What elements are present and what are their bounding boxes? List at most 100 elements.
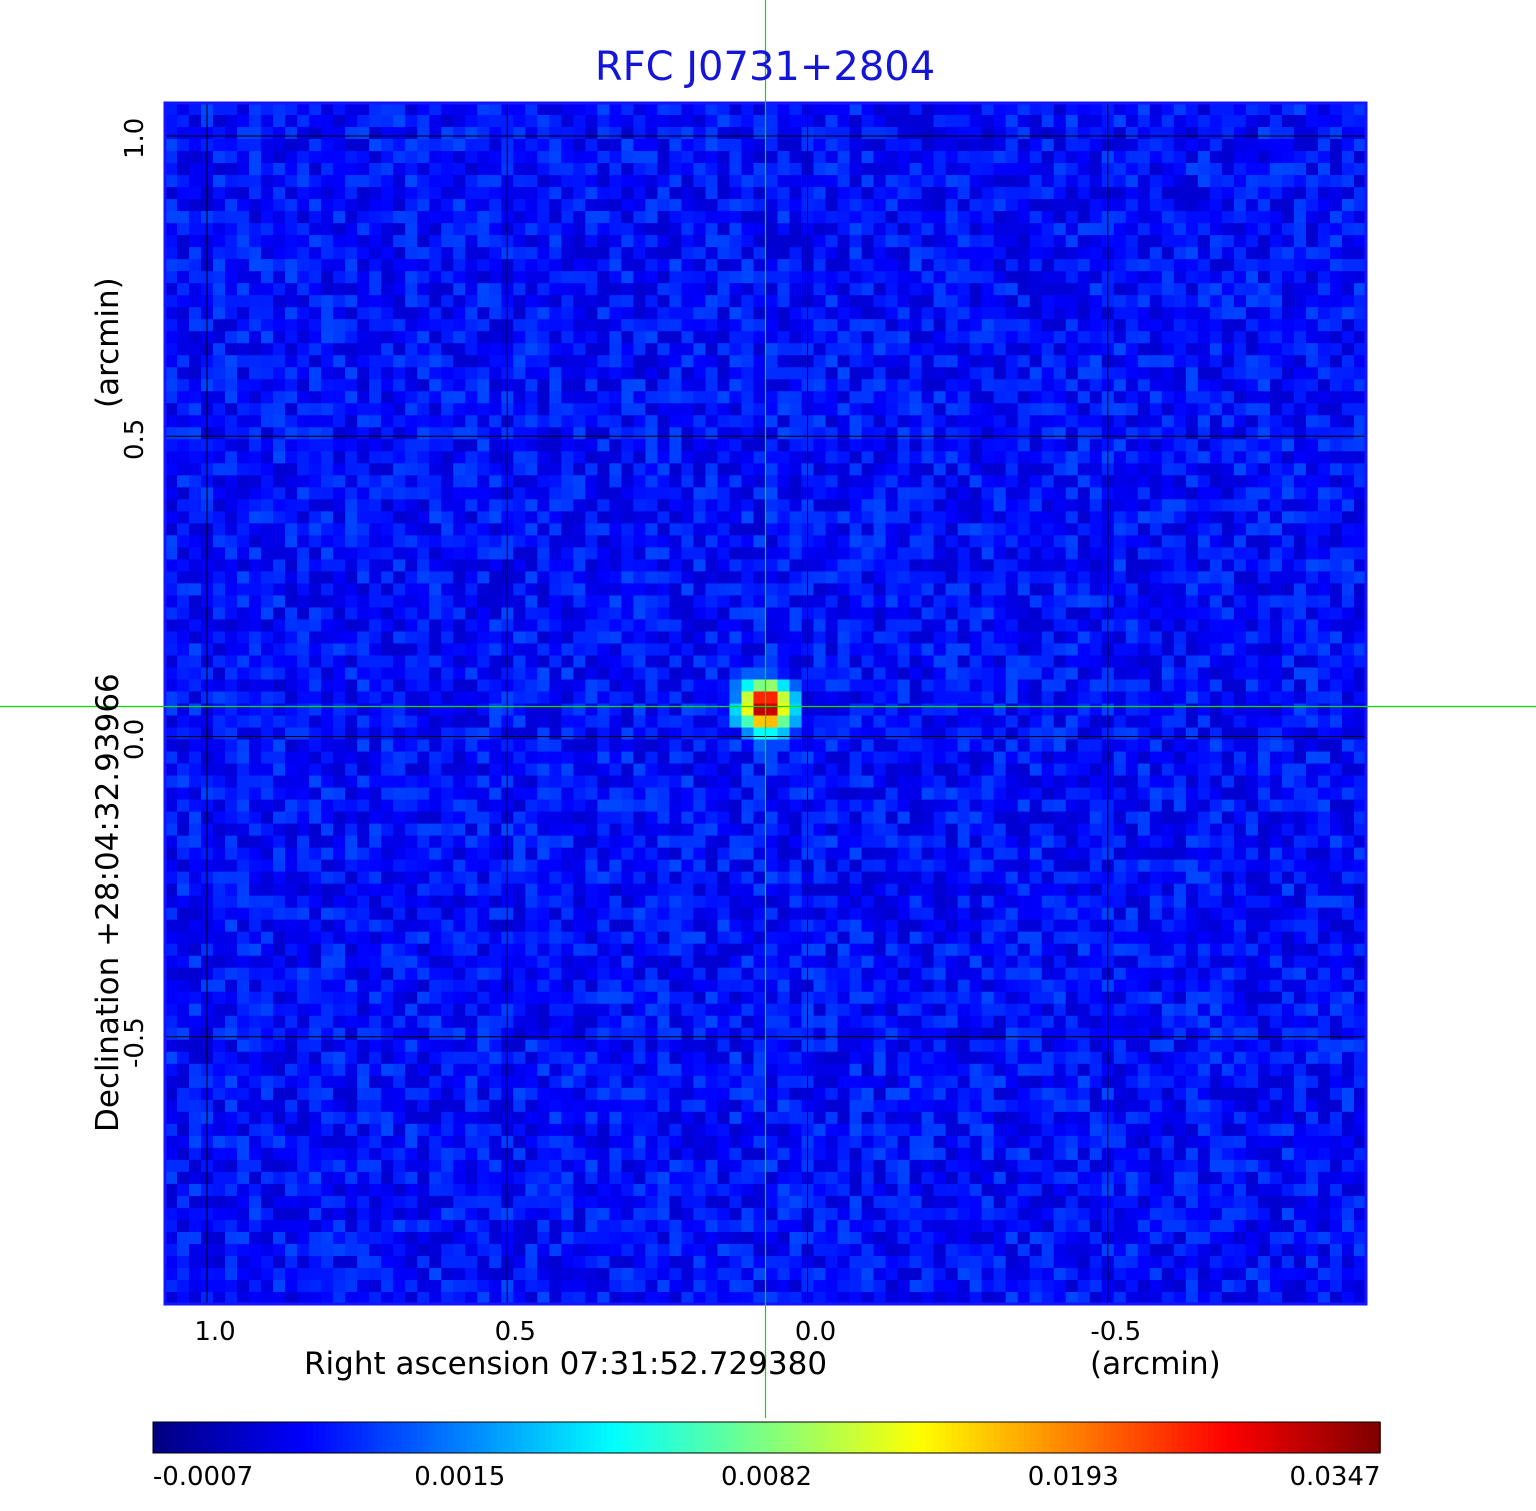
heatmap-cell: [633, 571, 646, 584]
heatmap-cell: [1005, 523, 1019, 536]
heatmap-cell: [285, 139, 298, 152]
heatmap-cell: [597, 427, 610, 440]
heatmap-cell: [765, 547, 779, 560]
heatmap-cell: [633, 367, 646, 380]
heatmap-cell: [225, 367, 238, 380]
heatmap-cell: [1113, 415, 1127, 428]
heatmap-cell: [165, 211, 178, 224]
heatmap-cell: [273, 523, 286, 536]
heatmap-cell: [789, 499, 803, 512]
heatmap-cell: [861, 295, 875, 308]
heatmap-cell: [237, 643, 250, 657]
heatmap-cell: [885, 235, 899, 248]
heatmap-cell: [669, 691, 683, 705]
heatmap-cell: [609, 595, 622, 609]
heatmap-cell: [237, 187, 250, 200]
heatmap-cell: [909, 163, 923, 176]
heatmap-cell: [633, 187, 646, 200]
heatmap-cell: [585, 667, 598, 681]
heatmap-cell: [657, 487, 671, 500]
heatmap-cell: [885, 283, 899, 296]
heatmap-cell: [753, 415, 767, 428]
heatmap-cell: [1161, 547, 1175, 560]
heatmap-cell: [165, 127, 178, 140]
heatmap-cell: [1149, 151, 1163, 164]
heatmap-cell: [369, 247, 382, 260]
heatmap-cell: [597, 607, 610, 621]
heatmap-cell: [381, 283, 394, 296]
heatmap-cell: [993, 643, 1007, 657]
heatmap-cell: [813, 331, 827, 344]
heatmap-cell: [1233, 523, 1247, 536]
heatmap-cell: [189, 187, 202, 200]
heatmap-cell: [405, 151, 418, 164]
heatmap-cell: [1317, 307, 1331, 320]
heatmap-cell: [777, 367, 791, 380]
heatmap-cell: [489, 559, 502, 572]
heatmap-cell: [1173, 427, 1187, 440]
heatmap-cell: [969, 271, 983, 284]
heatmap-cell: [681, 247, 695, 260]
heatmap-cell: [513, 595, 526, 609]
heatmap-cell: [1089, 511, 1103, 524]
heatmap-cell: [417, 427, 430, 440]
heatmap-cell: [705, 391, 719, 404]
heatmap-cell: [981, 559, 995, 572]
heatmap-cell: [225, 211, 238, 224]
heatmap-cell: [1089, 499, 1103, 512]
heatmap-cell: [813, 235, 827, 248]
heatmap-cell: [765, 175, 779, 188]
heatmap-cell: [1041, 367, 1055, 380]
heatmap-cell: [1149, 163, 1163, 176]
heatmap-cell: [1113, 319, 1127, 332]
heatmap-cell: [261, 319, 274, 332]
heatmap-cell: [453, 415, 466, 428]
heatmap-cell: [489, 523, 502, 536]
heatmap-cell: [765, 427, 779, 440]
heatmap-cell: [1017, 691, 1031, 705]
heatmap-cell: [537, 559, 550, 572]
heatmap-cell: [597, 391, 610, 404]
heatmap-cell: [429, 235, 442, 248]
heatmap-cell: [657, 619, 671, 633]
heatmap-cell: [213, 499, 226, 512]
heatmap-cell: [753, 223, 767, 236]
heatmap-cell: [465, 511, 478, 524]
heatmap-cell: [1125, 595, 1139, 609]
heatmap-cell: [873, 667, 887, 681]
heatmap-cell: [921, 163, 935, 176]
heatmap-cell: [1281, 691, 1295, 705]
heatmap-cell: [861, 283, 875, 296]
heatmap-cell: [1257, 355, 1271, 368]
heatmap-cell: [273, 451, 286, 464]
heatmap-cell: [1089, 127, 1103, 140]
heatmap-cell: [1233, 451, 1247, 464]
heatmap-cell: [345, 607, 358, 621]
heatmap-cell: [741, 307, 755, 320]
heatmap-cell: [993, 151, 1007, 164]
heatmap-cell: [609, 259, 622, 272]
heatmap-cell: [1281, 655, 1295, 669]
heatmap-cell: [969, 391, 983, 404]
heatmap-cell: [1005, 547, 1019, 560]
heatmap-cell: [621, 427, 634, 440]
heatmap-cell: [1197, 643, 1211, 657]
heatmap-cell: [549, 175, 562, 188]
heatmap-cell: [177, 415, 190, 428]
heatmap-cell: [453, 271, 466, 284]
heatmap-cell: [525, 451, 538, 464]
heatmap-cell: [957, 487, 971, 500]
heatmap-cell: [1269, 295, 1283, 308]
heatmap-cell: [945, 463, 959, 476]
heatmap-cell: [513, 235, 526, 248]
heatmap-cell: [1137, 631, 1151, 645]
heatmap-cell: [681, 619, 695, 633]
heatmap-cell: [585, 271, 598, 284]
heatmap-cell: [1293, 451, 1307, 464]
heatmap-cell: [549, 427, 562, 440]
heatmap-cell: [1077, 415, 1091, 428]
heatmap-cell: [945, 103, 959, 116]
heatmap-cell: [921, 463, 935, 476]
heatmap-cell: [681, 259, 695, 272]
heatmap-cell: [657, 499, 671, 512]
